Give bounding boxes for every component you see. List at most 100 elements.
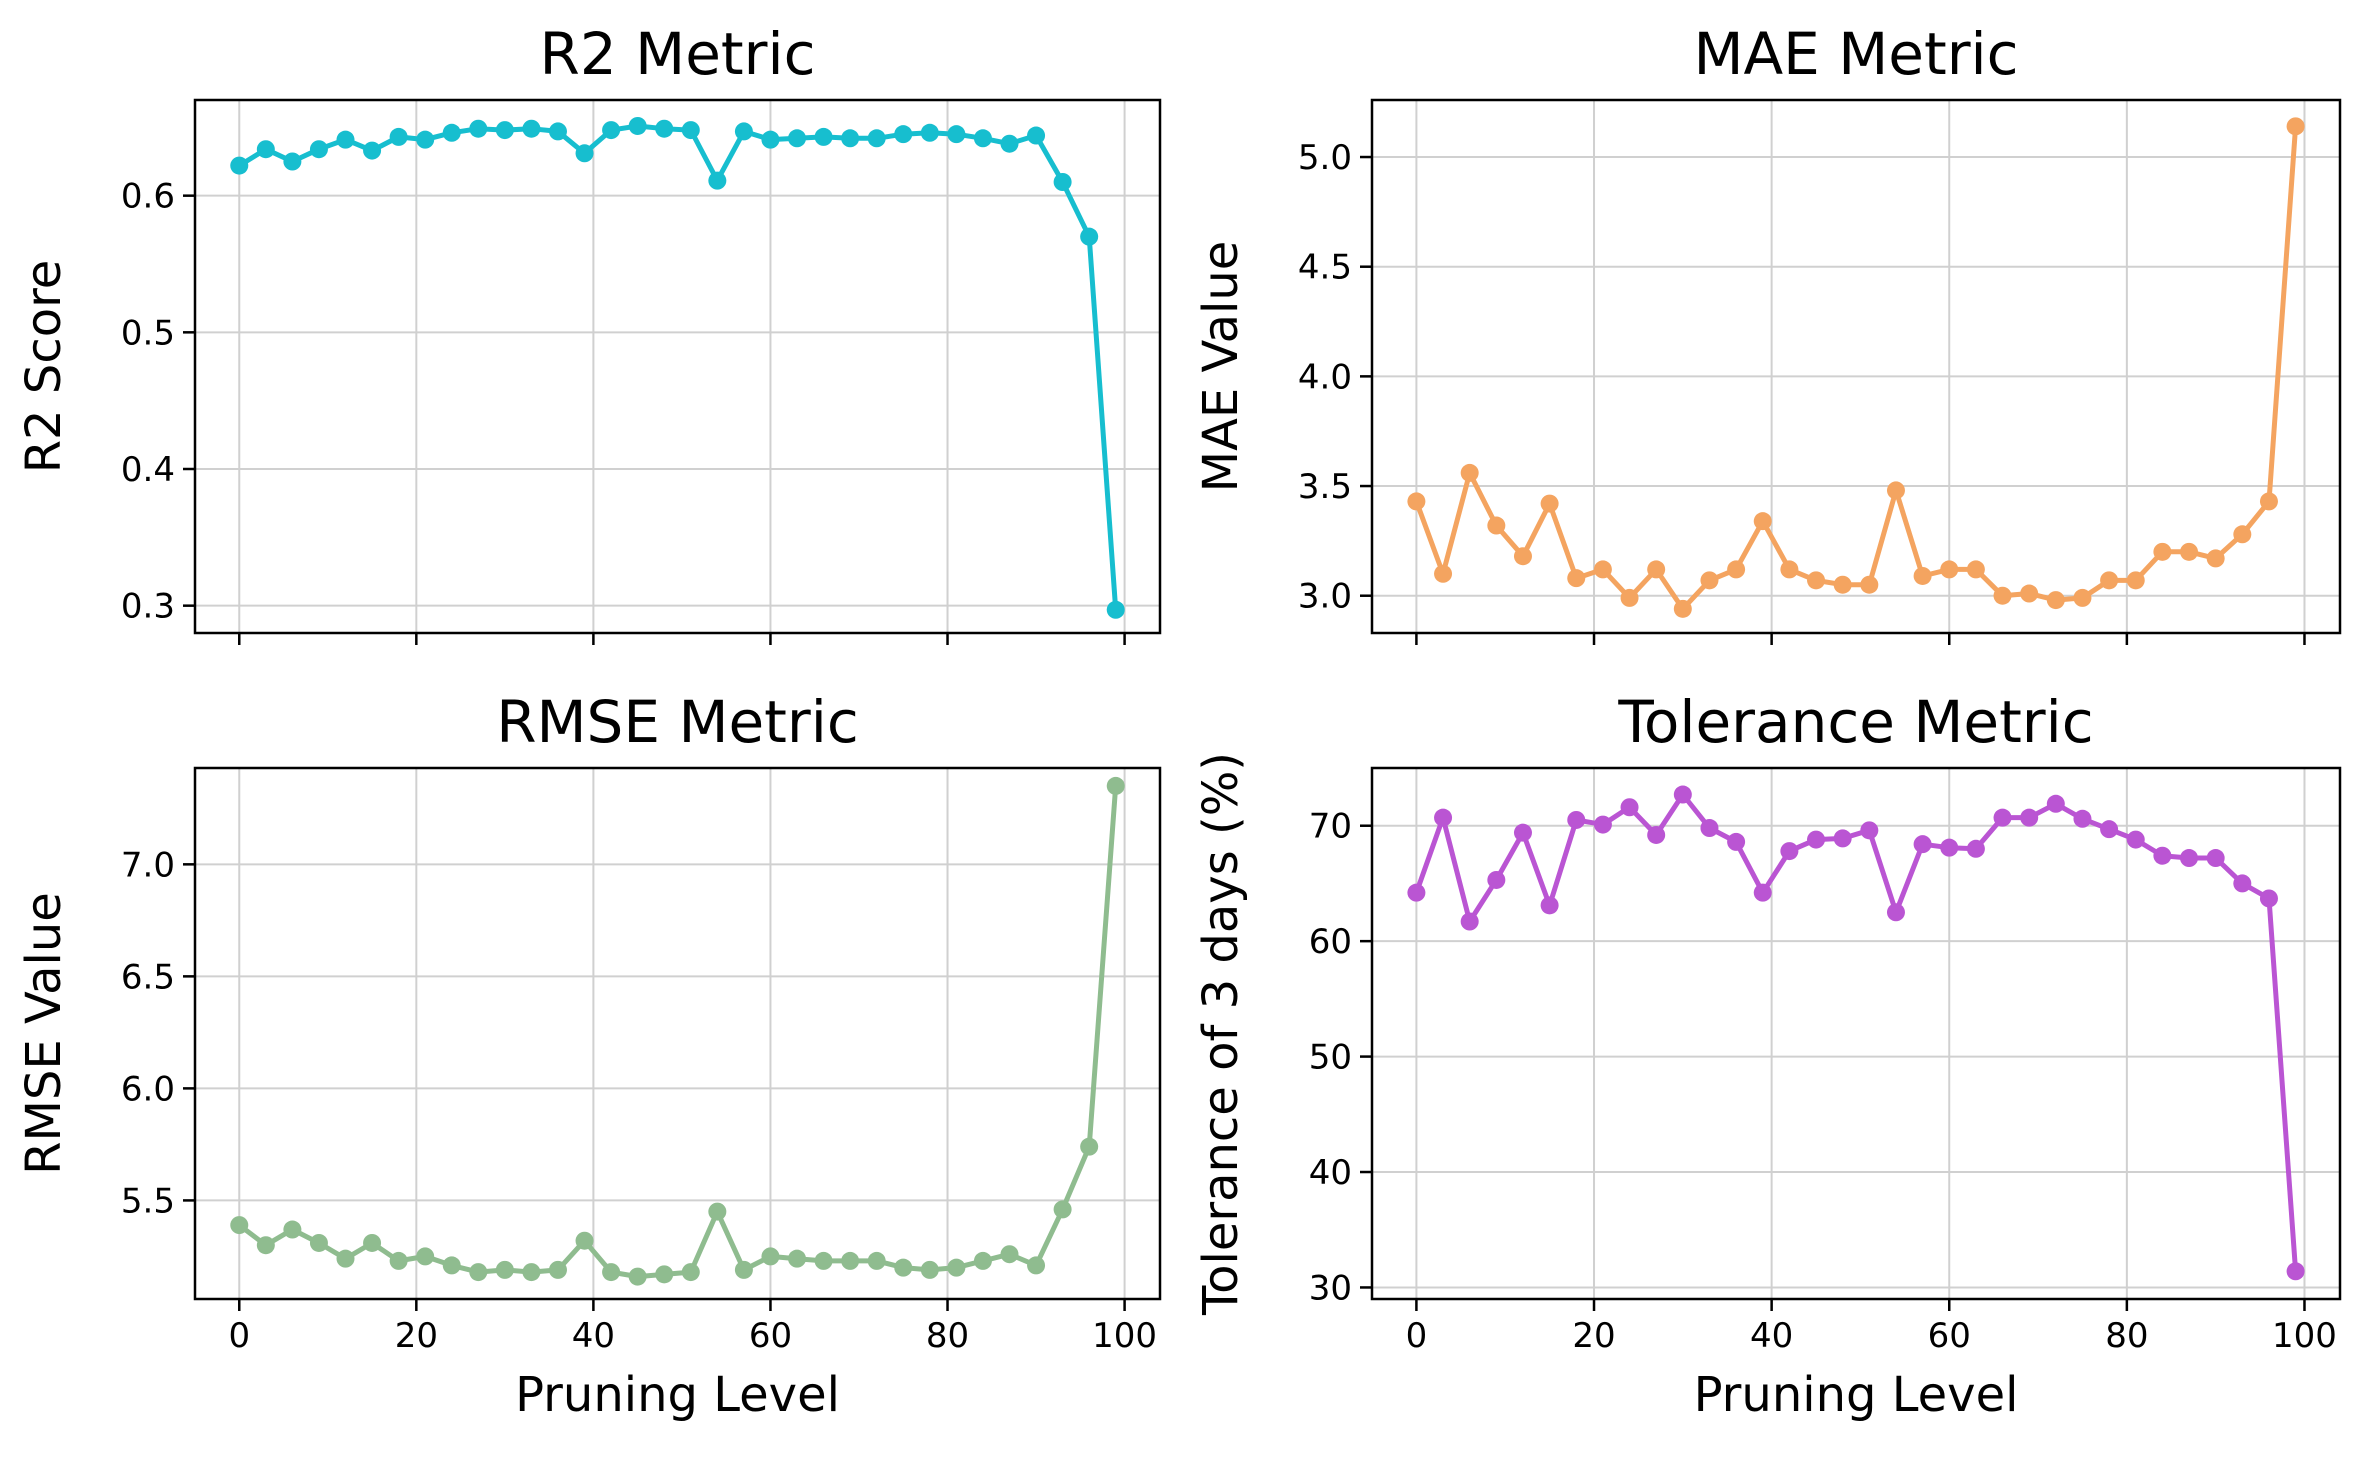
data-point	[1753, 883, 1772, 902]
data-point	[2046, 591, 2065, 610]
data-point	[1886, 481, 1905, 500]
subplot-4: 0 20 40 60 80 100 30 40 50 60 70 Tolerance Metric Pr…	[1193, 688, 2342, 1423]
data-point	[1080, 1137, 1099, 1156]
data-point	[1540, 494, 1559, 513]
data-point	[2259, 889, 2278, 908]
data-point	[2100, 571, 2119, 590]
data-point	[1567, 569, 1586, 588]
data-point	[230, 1216, 249, 1235]
data-point	[2180, 849, 2199, 868]
data-point	[1727, 832, 1746, 851]
data-point	[575, 1231, 594, 1250]
data-point	[1913, 835, 1932, 854]
data-point	[1673, 785, 1692, 804]
y-tick-label: 60	[1309, 922, 1352, 962]
subplot-title: R2 Metric	[540, 20, 816, 88]
y-tick-label: 50	[1309, 1038, 1352, 1078]
data-point	[2046, 794, 2065, 813]
data-point	[602, 1263, 621, 1282]
y-axis-label: MAE Value	[1193, 241, 1249, 493]
y-tick-label: 5.0	[1298, 138, 1352, 178]
data-point	[522, 119, 541, 138]
data-point	[2286, 1262, 2305, 1281]
data-point	[1027, 126, 1046, 145]
subplot-title: MAE Metric	[1693, 20, 2018, 88]
data-point	[2020, 808, 2039, 827]
x-tick-label: 20	[395, 1316, 438, 1356]
data-point	[734, 1260, 753, 1279]
data-point	[522, 1263, 541, 1282]
y-tick-label: 4.0	[1298, 357, 1352, 397]
data-point	[814, 127, 833, 146]
data-point	[1993, 808, 2012, 827]
data-point	[2233, 874, 2252, 893]
series-line	[1414, 792, 2299, 1272]
x-axis-label: Pruning Level	[515, 1367, 840, 1423]
data-point	[363, 1233, 382, 1252]
data-point	[1434, 808, 1453, 827]
data-point	[1940, 560, 1959, 579]
data-point	[788, 1249, 807, 1268]
data-point	[1700, 819, 1719, 838]
data-point	[1860, 575, 1879, 594]
data-point	[1106, 776, 1125, 795]
data-point	[1000, 1245, 1019, 1264]
data-point	[416, 130, 435, 149]
data-point	[1780, 560, 1799, 579]
x-tick-label: 100	[1092, 1316, 1157, 1356]
y-tick-label: 0.3	[121, 587, 175, 627]
x-tick-label: 100	[2272, 1316, 2337, 1356]
data-point	[575, 144, 594, 163]
y-tick-label: 0.5	[121, 313, 175, 353]
y-tick-label: 0.4	[121, 450, 175, 490]
data-point	[1700, 571, 1719, 590]
x-tick-label: 80	[926, 1316, 969, 1356]
data-point	[973, 1251, 992, 1270]
data-point	[256, 1236, 275, 1255]
data-point	[2020, 584, 2039, 603]
data-point	[602, 121, 621, 140]
data-point	[283, 1220, 302, 1239]
series-line	[237, 785, 1119, 1280]
y-tick-label: 5.5	[121, 1181, 175, 1221]
data-point	[1940, 838, 1959, 857]
data-point	[1513, 547, 1532, 566]
y-tick-label: 0.6	[121, 177, 175, 217]
data-point	[814, 1251, 833, 1270]
data-point	[1780, 842, 1799, 861]
data-point	[1053, 1200, 1072, 1219]
data-point	[389, 127, 408, 146]
data-point	[1460, 912, 1479, 931]
x-tick-label: 40	[1750, 1316, 1793, 1356]
data-point	[867, 1251, 886, 1270]
data-point	[1540, 896, 1559, 915]
data-point	[1407, 492, 1426, 511]
x-tick-label: 40	[572, 1316, 615, 1356]
data-point	[708, 171, 727, 190]
data-point	[628, 116, 647, 135]
subplot-3: 0 20 40 60 80 100 5.5 6.0 6.5 7.0 RMSE Metric Pruni…	[16, 688, 1162, 1423]
data-point	[548, 122, 567, 141]
data-point	[1487, 870, 1506, 889]
data-point	[1807, 571, 1826, 590]
data-point	[1647, 560, 1666, 579]
data-point	[1080, 227, 1099, 246]
data-point	[894, 1258, 913, 1277]
axes-frame	[1370, 766, 2342, 1301]
data-point	[1434, 564, 1453, 583]
data-point	[1833, 575, 1852, 594]
data-point	[495, 121, 514, 140]
data-point	[1753, 512, 1772, 531]
data-point	[1027, 1256, 1046, 1275]
data-point	[256, 140, 275, 159]
data-point	[442, 1256, 461, 1275]
subplot-1: 0.3 0.4 0.5 0.6 R2 Metric R2 Score	[16, 20, 1162, 645]
data-point	[841, 129, 860, 148]
data-point	[973, 129, 992, 148]
x-tick-label: 60	[749, 1316, 792, 1356]
data-point	[495, 1260, 514, 1279]
y-tick-label: 70	[1309, 807, 1352, 847]
data-point	[1807, 830, 1826, 849]
subplot-2: 3.0 3.5 4.0 4.5 5.0 MAE Metric MAE Value	[1193, 20, 2342, 645]
